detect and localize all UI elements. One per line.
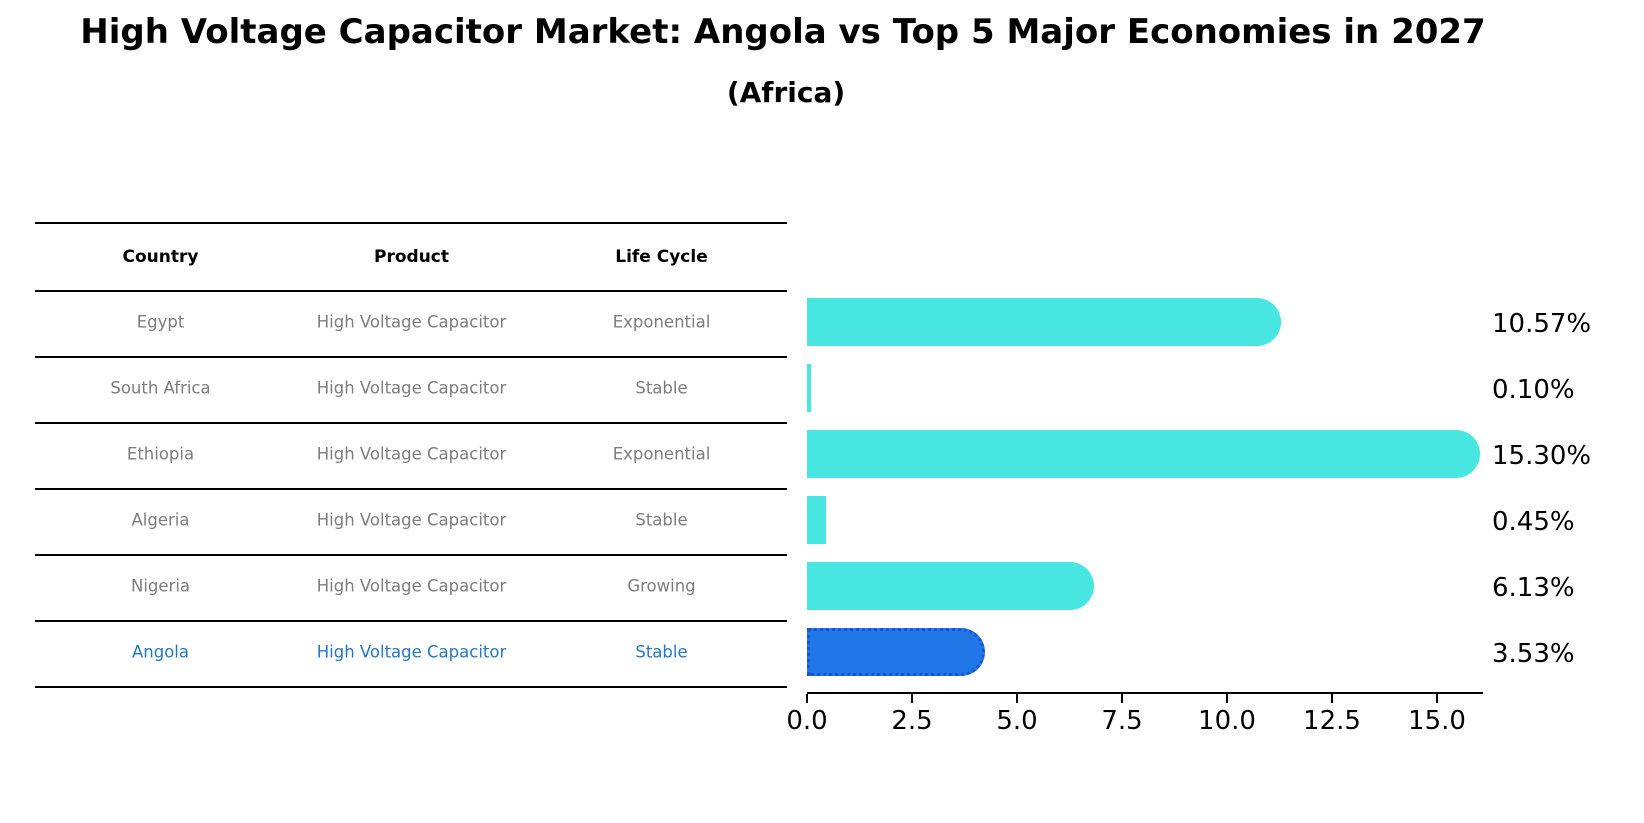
table-line — [35, 222, 787, 224]
x-axis-tick-label: 12.5 — [1303, 706, 1361, 736]
table-cell-product: High Voltage Capacitor — [316, 510, 507, 530]
table-cell-lifecycle: Growing — [627, 576, 696, 596]
country-table: Country Product Life Cycle Egypt High Vol… — [35, 222, 787, 688]
table-cell-country: Nigeria — [130, 576, 191, 596]
table-cell-country: Algeria — [131, 510, 190, 530]
chart-title: High Voltage Capacitor Market: Angola vs… — [80, 12, 1486, 52]
table-line — [35, 488, 787, 490]
table-cell-country: South Africa — [110, 378, 211, 398]
x-axis-tick — [1331, 694, 1333, 703]
x-axis-tick-label: 5.0 — [996, 706, 1038, 736]
bar — [807, 298, 1281, 346]
x-axis-tick-label: 15.0 — [1408, 706, 1466, 736]
x-axis-tick-label: 10.0 — [1198, 706, 1256, 736]
table-line — [35, 554, 787, 556]
bar-value-label: 15.30% — [1492, 441, 1592, 471]
bar — [807, 562, 1094, 610]
x-axis-tick-label: 2.5 — [891, 706, 933, 736]
table-header-product: Product — [374, 247, 449, 267]
table-line — [35, 290, 787, 292]
bar-value-label: 0.45% — [1492, 507, 1575, 537]
highlight-bar — [807, 628, 985, 676]
x-axis-tick-label: 0.0 — [786, 706, 828, 736]
table-cell-country: Ethiopia — [126, 444, 195, 464]
table-cell-product: High Voltage Capacitor — [316, 378, 507, 398]
x-axis-line — [807, 692, 1483, 694]
x-axis-tick — [1226, 694, 1228, 703]
table-cell-country: Egypt — [136, 312, 185, 332]
table-header-country: Country — [122, 247, 199, 267]
x-axis-tick — [1016, 694, 1018, 703]
bar-value-label: 6.13% — [1492, 573, 1575, 603]
table-cell-lifecycle: Exponential — [612, 312, 711, 332]
table-cell-product: High Voltage Capacitor — [316, 312, 507, 332]
table-cell-lifecycle: Stable — [635, 642, 688, 662]
table-cell-country: Angola — [131, 642, 189, 662]
bar-value-label: 10.57% — [1492, 309, 1592, 339]
table-line — [35, 686, 787, 688]
table-cell-lifecycle: Stable — [635, 378, 688, 398]
table-cell-product: High Voltage Capacitor — [316, 444, 507, 464]
chart-subtitle: (Africa) — [726, 76, 846, 109]
table-line — [35, 620, 787, 622]
x-axis-tick — [806, 694, 808, 703]
bar-value-label: 0.10% — [1492, 375, 1575, 405]
x-axis-tick — [1121, 694, 1123, 703]
table-cell-lifecycle: Exponential — [612, 444, 711, 464]
table-line — [35, 422, 787, 424]
bar — [807, 496, 826, 544]
table-header-lifecycle: Life Cycle — [615, 247, 708, 267]
x-axis-tick — [911, 694, 913, 703]
bar — [807, 364, 811, 412]
x-axis-tick — [1436, 694, 1438, 703]
bar — [807, 430, 1480, 478]
table-cell-product: High Voltage Capacitor — [316, 642, 507, 662]
table-line — [35, 356, 787, 358]
table-cell-lifecycle: Stable — [635, 510, 688, 530]
bar-value-label: 3.53% — [1492, 639, 1575, 669]
x-axis-tick-label: 7.5 — [1101, 706, 1143, 736]
table-cell-product: High Voltage Capacitor — [316, 576, 507, 596]
